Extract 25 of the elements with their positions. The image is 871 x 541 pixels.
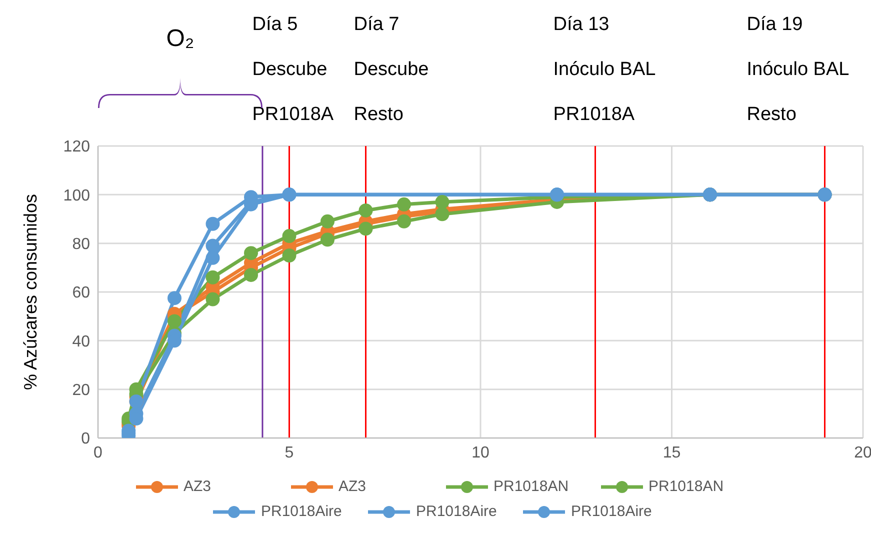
- x-tick-label: 0: [94, 444, 103, 462]
- legend-label: PR1018Aire: [416, 503, 497, 520]
- text: Día 13 Inóculo BAL PR1018A: [553, 14, 656, 125]
- y-tick-label: 80: [72, 236, 90, 254]
- text: Día 19 Inóculo BAL Resto: [746, 14, 850, 125]
- x-tick-label: 5: [284, 444, 294, 462]
- y-tick-label: 120: [63, 138, 90, 156]
- y-tick-label: 100: [63, 187, 90, 204]
- legend-label: PR1018AN: [494, 478, 569, 495]
- text: Día 7 Descube Resto: [354, 14, 429, 125]
- y-axis-title: % Azúcares consumidos: [20, 194, 40, 390]
- y-tick-label: 20: [72, 382, 90, 400]
- legend-label: PR1018Aire: [571, 503, 652, 520]
- legend-label: PR1018AN: [648, 478, 724, 495]
- text: Día 5 Descube PR1018A: [252, 14, 334, 125]
- legend-label: AZ3: [184, 478, 212, 495]
- y-tick-label: 40: [72, 333, 90, 350]
- y-tick-label: 60: [72, 284, 90, 302]
- legend-label: AZ3: [338, 478, 366, 495]
- x-tick-label: 20: [854, 444, 871, 462]
- text: O₂: [166, 25, 194, 52]
- y-tick-label: 0: [81, 430, 90, 448]
- legend-label: PR1018Aire: [261, 503, 342, 520]
- x-tick-label: 15: [662, 444, 681, 462]
- x-tick-label: 10: [472, 444, 490, 462]
